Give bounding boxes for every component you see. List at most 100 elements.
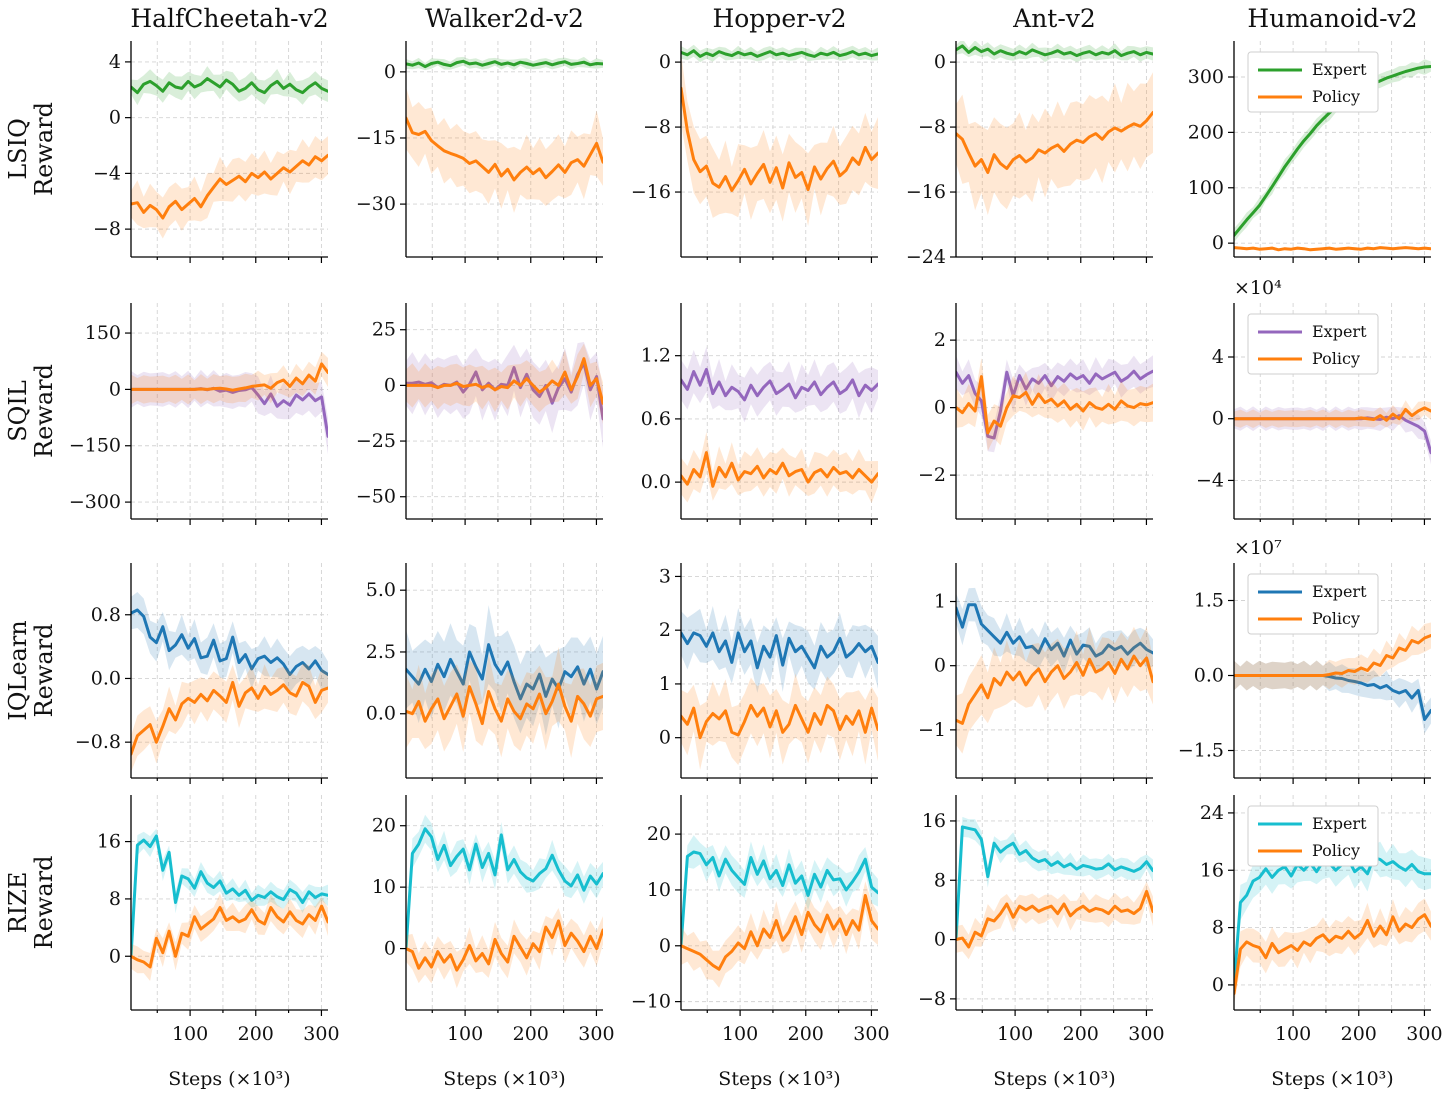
series-line-policy <box>131 680 328 756</box>
y-tick-label: −0.8 <box>75 731 121 753</box>
band-policy <box>1234 622 1431 691</box>
y-tick-label: 1 <box>659 673 671 695</box>
band-expert <box>131 592 328 693</box>
band-expert <box>131 369 328 455</box>
series-line-expert <box>681 49 878 58</box>
series-line-policy <box>406 682 603 726</box>
subplot-iqlearn-walker2d-v2: 5.0 2.5 0.0 <box>366 563 603 784</box>
band-policy <box>406 87 603 213</box>
legend-label-expert: Expert <box>1312 814 1367 833</box>
y-tick-label: 1 <box>934 591 946 613</box>
legend-label-policy: Policy <box>1312 841 1360 860</box>
series-line-policy <box>956 889 1153 949</box>
y-tick-label: −16 <box>906 181 946 203</box>
subplot-rize-ant-v2: 16 8 0 −8 100 200 300 <box>918 795 1165 1045</box>
plot-area <box>681 835 878 988</box>
subplot-rize-humanoid-v2: 24 16 8 0 100 200 300 Expert Policy <box>1200 795 1443 1045</box>
subplot-iqlearn-ant-v2: 1 0 −1 <box>918 563 1153 784</box>
x-tick-label: 100 <box>997 1023 1033 1045</box>
series-line-policy <box>406 919 603 972</box>
legend: Expert Policy <box>1247 51 1379 113</box>
x-axis-label: Steps (×10³) <box>168 1068 290 1090</box>
y-tick-label: −15 <box>356 127 396 149</box>
y-tick-label: −4 <box>93 162 121 184</box>
series-line-policy <box>1234 406 1431 422</box>
y-tick-label: 8 <box>934 869 946 891</box>
series-line-expert <box>956 603 1153 658</box>
y-tick-label: 0 <box>384 374 396 396</box>
row-label: Reward <box>30 624 58 718</box>
legend: Expert Policy <box>1247 313 1379 375</box>
band-policy <box>956 626 1153 754</box>
subplot-lsiq-walker2d-v2: 0 −15 −30 <box>356 41 603 263</box>
band-expert <box>406 342 603 448</box>
series-line-expert <box>406 643 603 701</box>
y-tick-label: −50 <box>356 486 396 508</box>
y-tick-label: 10 <box>647 879 671 901</box>
y-tick-label: 0 <box>1212 408 1224 430</box>
y-tick-label: 0.0 <box>1194 665 1224 687</box>
series-line-policy <box>681 703 878 740</box>
band-policy <box>406 647 603 758</box>
plot-area <box>681 346 878 504</box>
series-line-expert <box>1234 855 1431 987</box>
y-tick-label: 2 <box>659 619 671 641</box>
y-tick-label: 2 <box>934 329 946 351</box>
column-title: Hopper-v2 <box>712 4 846 33</box>
y-tick-label: 0.6 <box>641 408 671 430</box>
x-tick-label: 200 <box>513 1023 549 1045</box>
y-tick-label: 0.0 <box>641 471 671 493</box>
series-line-expert <box>956 44 1153 58</box>
subplot-sqil-humanoid-v2: 4 0 −4 ×10⁴ Expert Policy <box>1196 277 1431 525</box>
y-multiplier: ×10⁴ <box>1234 277 1282 299</box>
y-tick-label: −24 <box>906 246 946 268</box>
row-label: LSIQ <box>4 118 32 180</box>
y-tick-label: 0.0 <box>366 703 396 725</box>
series-line-expert <box>131 834 328 958</box>
subplot-iqlearn-halfcheetah-v2: 0.8 0.0 −0.8 <box>75 563 328 784</box>
y-tick-label: −150 <box>69 435 121 457</box>
band-policy <box>131 136 328 239</box>
y-tick-label: 0 <box>934 51 946 73</box>
legend-label-policy: Policy <box>1312 349 1360 368</box>
series-line-expert <box>406 59 603 69</box>
x-axis-label: Steps (×10³) <box>993 1068 1115 1090</box>
series-line-expert <box>956 369 1153 440</box>
series-line-expert <box>406 827 603 951</box>
y-tick-label: 8 <box>1212 917 1224 939</box>
subplot-rize-halfcheetah-v2: 16 8 0 100 200 300 <box>97 795 340 1045</box>
y-multiplier: ×10⁷ <box>1234 537 1282 559</box>
y-tick-label: 10 <box>372 876 396 898</box>
band-expert <box>1234 406 1431 465</box>
y-tick-label: 16 <box>922 810 946 832</box>
series-line-expert <box>131 77 328 95</box>
series-line-policy <box>1234 246 1431 252</box>
y-tick-label: 0 <box>934 929 946 951</box>
band-expert <box>1234 841 1431 997</box>
y-tick-label: −8 <box>93 218 121 240</box>
y-tick-label: 0 <box>384 61 396 83</box>
y-tick-label: 24 <box>1200 802 1224 824</box>
band-expert <box>406 814 603 960</box>
series-line-policy <box>406 357 603 405</box>
legend-label-policy: Policy <box>1312 609 1360 628</box>
series-line-policy <box>681 451 878 488</box>
x-tick-label: 200 <box>1063 1023 1099 1045</box>
plot-area <box>956 41 1153 215</box>
band-policy <box>406 343 603 424</box>
subplot-sqil-hopper-v2: 1.2 0.6 0.0 <box>641 303 878 525</box>
plot-area <box>681 44 878 227</box>
x-axis-label: Steps (×10³) <box>443 1068 565 1090</box>
band-expert <box>1234 660 1431 734</box>
x-tick-label: 200 <box>238 1023 274 1045</box>
subplot-lsiq-halfcheetah-v2: 4 0 −4 −8 <box>93 41 328 263</box>
plot-area <box>956 816 1153 960</box>
series-line-policy <box>131 153 328 220</box>
series-line-policy <box>406 116 603 182</box>
band-policy <box>1234 400 1431 428</box>
plot-area <box>131 828 328 981</box>
x-axis-label: Steps (×10³) <box>718 1068 840 1090</box>
band-expert <box>131 828 328 966</box>
plot-area <box>406 605 603 758</box>
series-line-expert <box>681 367 878 402</box>
